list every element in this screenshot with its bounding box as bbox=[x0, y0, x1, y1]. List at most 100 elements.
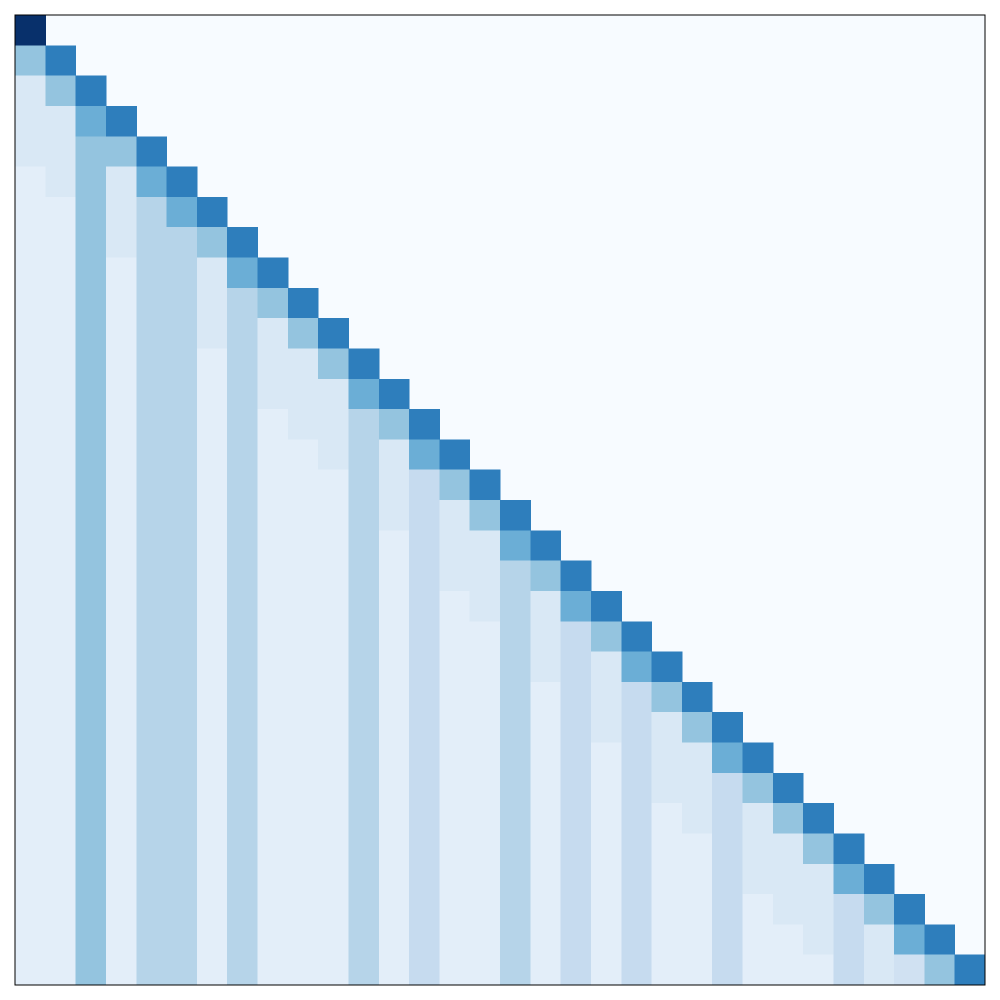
heatmap-cell bbox=[500, 621, 531, 653]
heatmap-cell bbox=[439, 803, 471, 834]
heatmap-cell bbox=[75, 136, 107, 168]
heatmap-cell bbox=[651, 924, 683, 956]
heatmap-cell bbox=[287, 833, 319, 865]
heatmap-cell bbox=[227, 803, 258, 834]
heatmap-cell bbox=[348, 894, 380, 925]
heatmap-cell bbox=[530, 803, 562, 834]
heatmap-cell bbox=[257, 287, 289, 319]
heatmap-cell bbox=[712, 833, 743, 865]
heatmap-cell bbox=[621, 712, 653, 743]
heatmap-cell bbox=[409, 863, 440, 895]
heatmap-cell bbox=[621, 621, 653, 653]
heatmap-cell bbox=[196, 318, 228, 349]
heatmap-cell bbox=[409, 409, 440, 440]
heatmap-cell bbox=[530, 863, 562, 895]
heatmap-cell bbox=[681, 924, 713, 956]
heatmap-cell bbox=[227, 590, 258, 622]
heatmap-cell bbox=[136, 681, 168, 713]
heatmap-cell bbox=[105, 378, 137, 410]
heatmap-cell bbox=[469, 469, 501, 501]
heatmap-cell bbox=[227, 954, 258, 986]
heatmap-cell bbox=[894, 894, 925, 925]
heatmap-cell bbox=[409, 469, 440, 501]
heatmap-cell bbox=[469, 863, 501, 895]
heatmap-cell bbox=[166, 348, 198, 380]
heatmap-cell bbox=[136, 469, 168, 501]
heatmap-cell bbox=[560, 590, 592, 622]
heatmap-cell bbox=[651, 863, 683, 895]
heatmap-cell bbox=[136, 378, 168, 410]
heatmap-cell bbox=[196, 378, 228, 410]
heatmap-cell bbox=[378, 894, 410, 925]
heatmap-cell bbox=[439, 894, 471, 925]
heatmap-cell bbox=[45, 621, 77, 653]
heatmap-cell bbox=[15, 803, 46, 834]
heatmap-cell bbox=[45, 924, 77, 956]
heatmap-cell bbox=[105, 530, 137, 562]
heatmap-cell bbox=[45, 166, 77, 198]
heatmap-cell bbox=[196, 894, 228, 925]
heatmap-cell bbox=[318, 560, 349, 592]
heatmap-cell bbox=[530, 560, 562, 592]
heatmap-cell bbox=[378, 712, 410, 743]
heatmap-cell bbox=[105, 439, 137, 471]
heatmap-cell bbox=[469, 560, 501, 592]
heatmap-cell bbox=[287, 530, 319, 562]
heatmap-cell bbox=[772, 803, 804, 834]
heatmap-cell bbox=[500, 772, 531, 804]
heatmap-cell bbox=[318, 530, 349, 562]
heatmap-cell bbox=[227, 378, 258, 410]
heatmap-cell bbox=[227, 924, 258, 956]
heatmap-cell bbox=[15, 136, 46, 168]
heatmap-cell bbox=[15, 469, 46, 501]
heatmap-cell bbox=[681, 712, 713, 743]
heatmap-cell bbox=[924, 924, 956, 956]
heatmap-cell bbox=[257, 439, 289, 471]
heatmap-cell bbox=[75, 894, 107, 925]
heatmap-cell bbox=[318, 803, 349, 834]
heatmap-cell bbox=[469, 590, 501, 622]
heatmap-cell bbox=[136, 409, 168, 440]
heatmap-cell bbox=[712, 924, 743, 956]
heatmap-cell bbox=[15, 196, 46, 228]
heatmap-cell bbox=[75, 712, 107, 743]
heatmap-cell bbox=[500, 954, 531, 986]
heatmap-cell bbox=[409, 651, 440, 683]
heatmap-cell bbox=[833, 954, 865, 986]
heatmap-cell bbox=[15, 409, 46, 440]
heatmap-cell bbox=[378, 954, 410, 986]
heatmap-cell bbox=[318, 712, 349, 743]
heatmap-cell bbox=[590, 772, 622, 804]
heatmap-cell bbox=[560, 621, 592, 653]
heatmap-cell bbox=[105, 227, 137, 258]
heatmap-cell bbox=[15, 166, 46, 198]
heatmap-cell bbox=[136, 136, 168, 168]
heatmap-cell bbox=[469, 803, 501, 834]
heatmap-cell bbox=[742, 863, 774, 895]
heatmap-cell bbox=[136, 803, 168, 834]
heatmap-cell bbox=[15, 833, 46, 865]
heatmap-cell bbox=[500, 590, 531, 622]
heatmap-cell bbox=[136, 894, 168, 925]
heatmap-cell bbox=[348, 712, 380, 743]
heatmap-cell bbox=[378, 500, 410, 531]
heatmap-cell bbox=[348, 772, 380, 804]
heatmap-cell bbox=[439, 500, 471, 531]
heatmap-cell bbox=[287, 651, 319, 683]
heatmap-cell bbox=[166, 681, 198, 713]
heatmap-cell bbox=[45, 530, 77, 562]
heatmap-cell bbox=[439, 863, 471, 895]
heatmap-cell bbox=[45, 772, 77, 804]
heatmap-cell bbox=[651, 772, 683, 804]
heatmap-cell bbox=[318, 833, 349, 865]
heatmap-cell bbox=[257, 924, 289, 956]
heatmap-cell bbox=[75, 469, 107, 501]
heatmap-cell bbox=[409, 681, 440, 713]
heatmap-cell bbox=[105, 136, 137, 168]
heatmap-cell bbox=[15, 681, 46, 713]
heatmap-cell bbox=[75, 590, 107, 622]
heatmap-cell bbox=[45, 75, 77, 107]
heatmap-cell bbox=[348, 409, 380, 440]
heatmap-cell bbox=[651, 803, 683, 834]
heatmap-cell bbox=[287, 378, 319, 410]
